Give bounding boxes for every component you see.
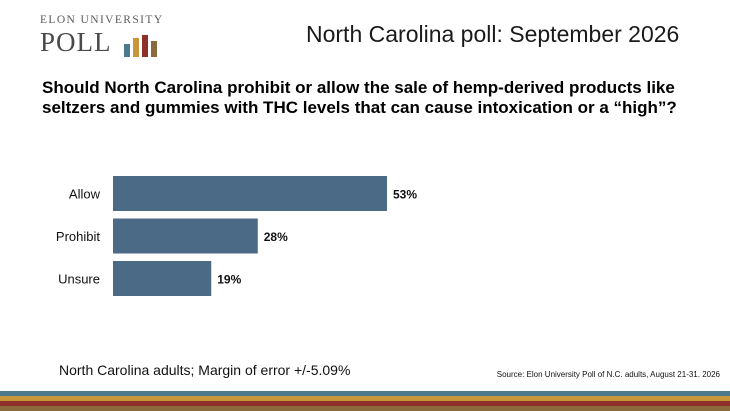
- category-label-unsure: Unsure: [58, 272, 100, 287]
- value-label-allow: 53%: [393, 188, 417, 202]
- bar-unsure: [113, 261, 212, 296]
- category-label-allow: Allow: [69, 187, 101, 202]
- category-label-prohibit: Prohibit: [56, 229, 100, 244]
- bar-prohibit: [113, 218, 258, 254]
- stripe-teal: [0, 391, 730, 396]
- footer-stripes: [0, 391, 730, 411]
- stripe-maroon: [0, 401, 730, 406]
- stripe-gold: [0, 396, 730, 401]
- stripe-brown: [0, 406, 730, 411]
- logo-university-text: ELON UNIVERSITY: [40, 14, 164, 26]
- survey-question: Should North Carolina prohibit or allow …: [42, 78, 677, 117]
- elon-poll-logo: ELON UNIVERSITY POLL: [40, 14, 170, 58]
- logo-bars-icon: [124, 35, 157, 57]
- bar-allow: [113, 176, 388, 211]
- source-note: Source: Elon University Poll of N.C. adu…: [496, 370, 720, 379]
- logo-poll-text: POLL: [40, 27, 112, 57]
- value-label-prohibit: 28%: [264, 230, 288, 244]
- sample-note: North Carolina adults; Margin of error +…: [59, 362, 351, 378]
- page-title: North Carolina poll: September 2026: [306, 21, 680, 47]
- bar-chart: Allow 53% Prohibit 28% Unsure 19%: [56, 176, 417, 296]
- value-label-unsure: 19%: [217, 273, 241, 287]
